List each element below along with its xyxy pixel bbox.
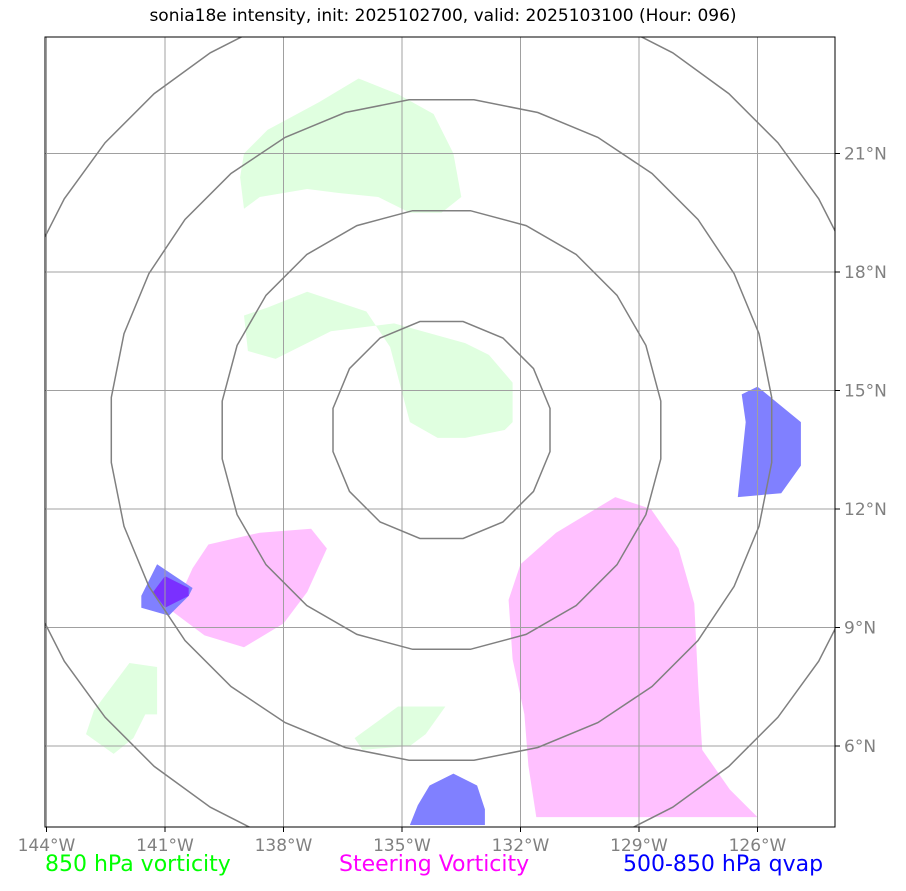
steering-vorticity-area-0	[172, 528, 327, 648]
y-tick-label-1: 9°N	[844, 619, 876, 639]
y-tick-label-5: 21°N	[844, 145, 887, 165]
x-tick-label-5: 129°W	[610, 836, 668, 856]
y-tick-label-0: 6°N	[844, 737, 876, 757]
y-tick-label-3: 15°N	[844, 382, 887, 402]
vorticity-area-2	[86, 663, 158, 754]
x-tick-label-3: 135°W	[373, 836, 431, 856]
qvap-area-2	[409, 773, 485, 825]
x-tick-label-1: 141°W	[136, 836, 194, 856]
range-ring-3	[45, 37, 835, 827]
x-tick-label-2: 138°W	[255, 836, 313, 856]
vorticity-area-3	[354, 706, 446, 750]
range-ring-2	[110, 99, 773, 761]
y-tick-label-2: 12°N	[844, 500, 887, 520]
x-tick-label-6: 126°W	[729, 836, 787, 856]
legend-steering: Steering Vorticity	[339, 852, 530, 877]
qvap-area-0	[737, 386, 801, 498]
legend-qvap: 500-850 hPa qvap	[623, 852, 824, 877]
x-tick-label-4: 132°W	[492, 836, 550, 856]
plot-frame	[44, 36, 836, 828]
legend-vorticity: 850 hPa vorticity	[45, 852, 231, 877]
vorticity-area-1	[240, 78, 462, 213]
qvap-steering-overlap	[153, 576, 189, 608]
chart-title: sonia18e intensity, init: 2025102700, va…	[149, 6, 737, 26]
vorticity-area-0	[244, 291, 513, 438]
range-ring-1	[221, 209, 662, 651]
steering-vorticity-area-1	[508, 497, 758, 818]
range-ring-0	[332, 320, 551, 540]
x-tick-label-0: 144°W	[18, 836, 76, 856]
y-tick-label-4: 18°N	[844, 263, 887, 283]
